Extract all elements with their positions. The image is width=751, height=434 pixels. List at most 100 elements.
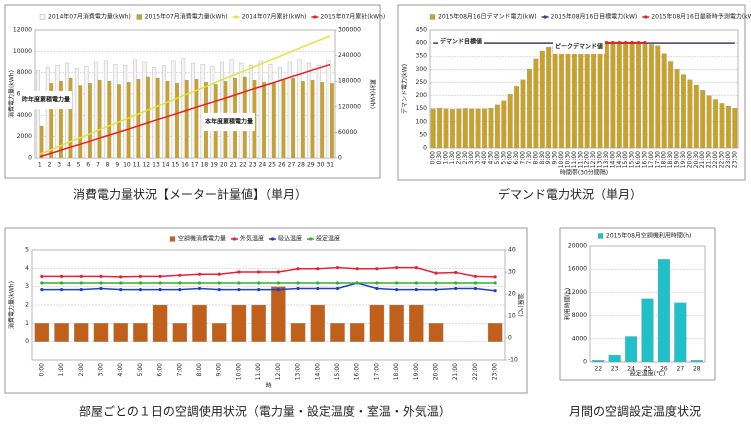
- bar: [488, 107, 494, 149]
- x-tick-label: 2: [48, 162, 52, 169]
- bar: [578, 42, 584, 149]
- point: [493, 281, 497, 285]
- x-tick-label: 4:00: [481, 151, 488, 165]
- point: [335, 266, 340, 270]
- x-tick-label: 1:00: [443, 151, 450, 165]
- y-tick-label: 12000: [13, 27, 32, 34]
- x-tick-label: 17:00: [373, 363, 380, 380]
- bar: [584, 42, 590, 149]
- bar: [520, 79, 526, 149]
- annotation: 昨年度累積電力量: [22, 96, 70, 104]
- x-tick-label: 22:30: [718, 151, 725, 168]
- bar: [687, 79, 693, 149]
- bar: [629, 42, 635, 149]
- bar: [641, 298, 654, 363]
- bar: [171, 60, 176, 159]
- bar: [200, 63, 205, 159]
- annotation-bg: [203, 112, 256, 132]
- x-tick-label: 20:00: [686, 151, 693, 168]
- point: [611, 40, 615, 45]
- bar: [655, 45, 661, 149]
- x-tick-label: 29: [307, 162, 315, 169]
- y-tick-label: 350: [416, 53, 428, 60]
- bar: [725, 105, 731, 149]
- x-tick-label: 19:00: [674, 151, 681, 168]
- bar: [262, 82, 267, 159]
- bar: [126, 82, 131, 159]
- line: [39, 35, 331, 155]
- bar: [97, 79, 102, 159]
- bar: [249, 65, 253, 159]
- point: [316, 267, 320, 271]
- point: [99, 281, 103, 285]
- y-tick-label: 0: [28, 155, 32, 162]
- x-tick-label: 14:30: [616, 151, 623, 168]
- point: [375, 281, 379, 285]
- bar: [389, 304, 404, 342]
- bar: [165, 81, 170, 159]
- legend-label: 外気温度: [240, 235, 264, 243]
- caption: 部屋ごとの１日の空調使用状況（電力量・設定温度・室温・外気温）: [79, 404, 451, 419]
- bar: [462, 108, 468, 149]
- bar: [54, 323, 69, 342]
- y-axis-label: 利用時間(h): [564, 288, 572, 321]
- point: [624, 40, 628, 45]
- bar: [162, 65, 166, 159]
- x-tick-label: 5:00: [494, 151, 501, 165]
- x-tick-label: 6:00: [157, 363, 164, 377]
- point: [119, 281, 123, 285]
- x-tick-label: 0:00: [430, 151, 437, 165]
- bar: [443, 108, 449, 149]
- point: [237, 281, 241, 285]
- legend-swatch: [597, 233, 604, 239]
- bar: [719, 103, 725, 149]
- point: [237, 270, 241, 274]
- x-tick-label: 3:30: [475, 151, 482, 165]
- x-tick-label: 4:00: [117, 363, 124, 377]
- y-axis-label: 消費電力量(kWh): [8, 281, 16, 329]
- point: [473, 281, 478, 285]
- point: [79, 274, 83, 278]
- point: [296, 281, 300, 285]
- point: [414, 281, 418, 285]
- point: [158, 288, 162, 292]
- legend-label: 空調機消費電力量: [178, 235, 226, 243]
- x-tick-label: 15:00: [622, 151, 629, 168]
- y2-tick-label: 60000: [338, 129, 357, 136]
- point: [178, 273, 182, 277]
- bar: [271, 286, 286, 342]
- y2-tick-label: 180000: [338, 78, 361, 85]
- bar: [146, 76, 150, 159]
- bar: [93, 323, 109, 342]
- x-tick-label: 3:00: [468, 151, 475, 165]
- x-tick-label: 3: [57, 162, 61, 169]
- point: [138, 288, 142, 292]
- point: [395, 288, 399, 292]
- x-tick-label: 17:00: [648, 151, 655, 168]
- point: [617, 40, 621, 45]
- point: [257, 281, 261, 285]
- point: [59, 274, 64, 278]
- point: [217, 272, 221, 276]
- y-tick-label: 450: [416, 27, 428, 34]
- point: [217, 288, 221, 292]
- line: [41, 282, 496, 292]
- bar: [700, 90, 706, 149]
- x-tick-label: 9:00: [216, 363, 223, 377]
- legend-swatch: [543, 15, 547, 19]
- bar: [469, 108, 475, 149]
- x-axis-label: 時間帯(30分間隔): [560, 169, 608, 177]
- legend-label: 2014年07月累計(kWh): [242, 13, 307, 21]
- legend-swatch: [169, 236, 176, 242]
- legend-swatch: [234, 15, 238, 19]
- bar: [300, 81, 305, 159]
- y-axis-label: 消費電力量(kWh): [8, 70, 16, 118]
- line: [41, 266, 496, 278]
- x-tick-label: 16:00: [635, 151, 642, 168]
- point: [257, 288, 261, 292]
- point: [296, 267, 300, 271]
- bar: [251, 304, 266, 342]
- point: [473, 274, 478, 278]
- annotation-bg: [20, 90, 73, 110]
- x-tick-label: 10:00: [558, 151, 565, 168]
